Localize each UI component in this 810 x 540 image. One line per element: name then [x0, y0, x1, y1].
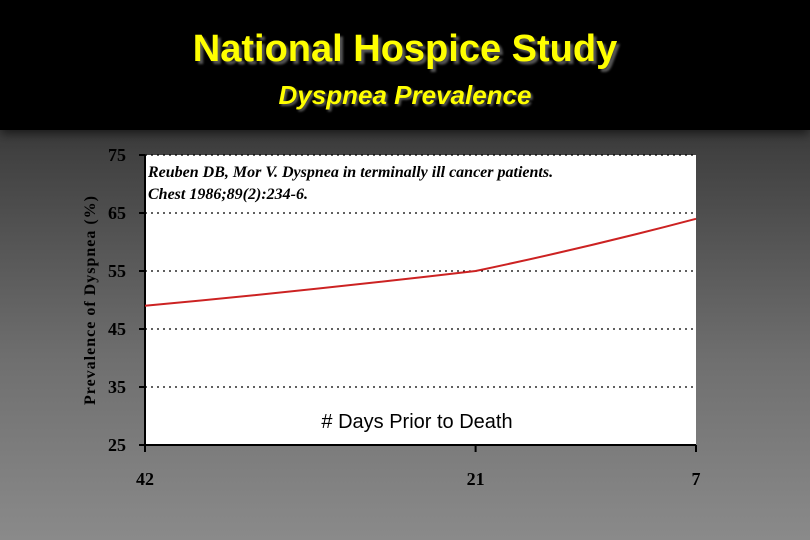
series-group	[144, 217, 697, 307]
x-tick-label: 21	[467, 469, 485, 489]
y-tick-label: 25	[108, 435, 126, 455]
x-tick-labels: 42 21 7	[136, 445, 701, 489]
y-tick-label: 45	[108, 319, 126, 339]
plot-area	[145, 155, 696, 445]
slide-header: National Hospice Study Dyspnea Prevalenc…	[0, 0, 810, 130]
slide-subtitle: Dyspnea Prevalence	[278, 80, 532, 110]
y-axis-label: Prevalence of Dyspnea (%)	[82, 195, 99, 405]
gridlines	[145, 154, 696, 388]
x-tick-label: 42	[136, 469, 154, 489]
y-tick-labels: 75 65 55 45 35 25	[108, 145, 145, 455]
y-tick-label: 35	[108, 377, 126, 397]
y-tick-label: 65	[108, 203, 126, 223]
y-tick-label: 55	[108, 261, 126, 281]
x-axis-label: # Days Prior to Death	[321, 411, 512, 433]
slide-title: National Hospice Study	[192, 28, 618, 70]
citation-line-1: Reuben DB, Mor V. Dyspnea in terminally …	[147, 164, 553, 181]
citation-line-2: Chest 1986;89(2):234-6.	[148, 186, 308, 203]
y-tick-label: 75	[108, 145, 126, 165]
axes	[144, 155, 696, 446]
x-tick-label: 7	[692, 469, 701, 489]
series-line	[144, 217, 697, 307]
